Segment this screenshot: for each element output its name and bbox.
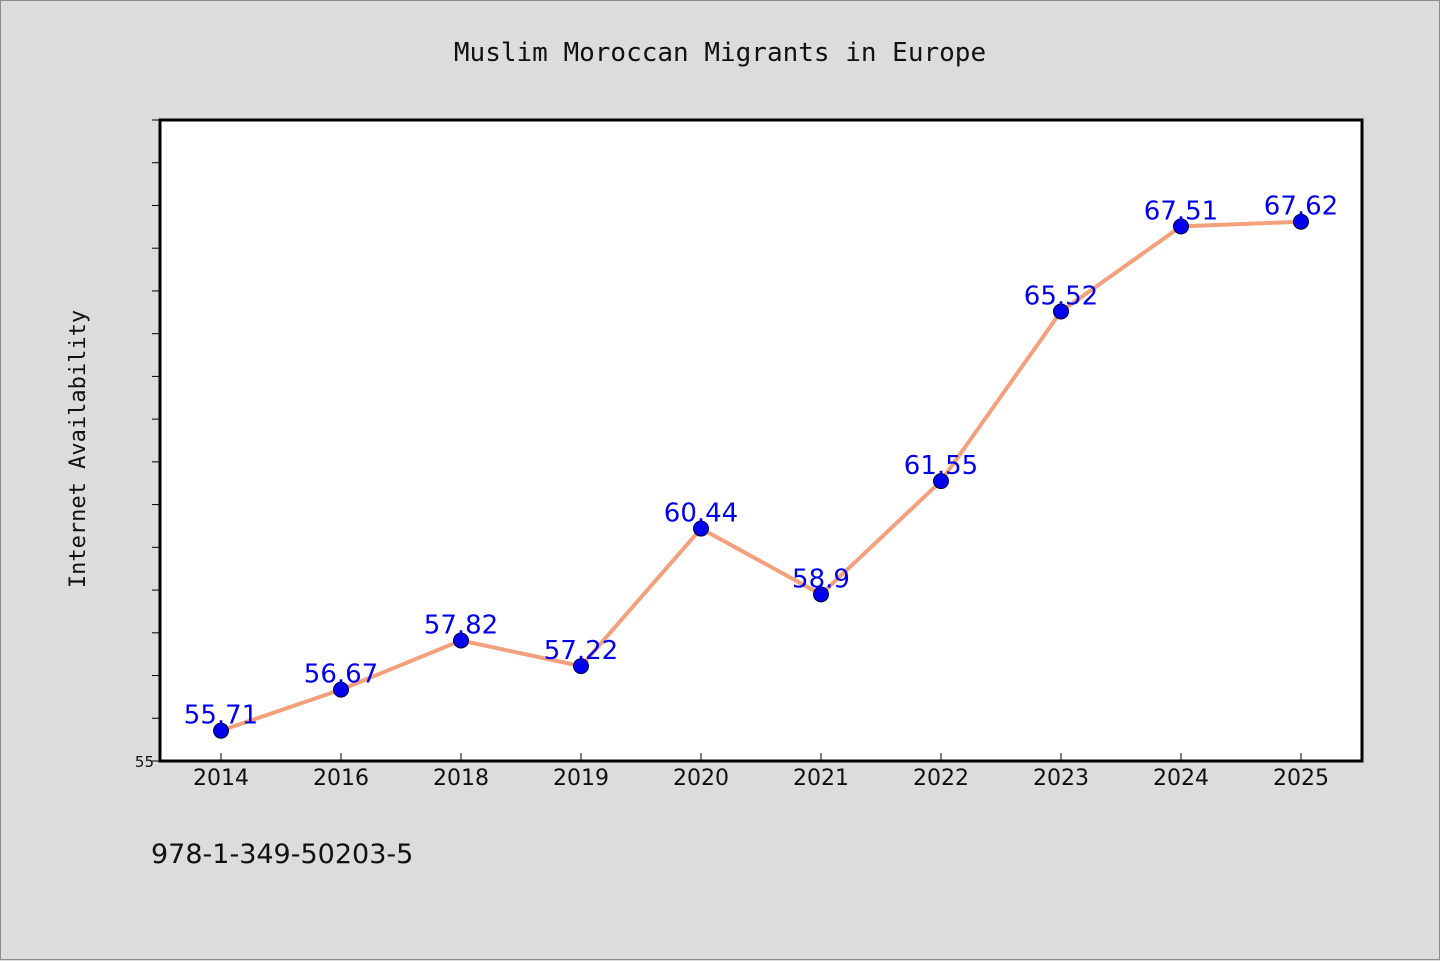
y-axis-label: Internet Availability xyxy=(66,310,91,588)
data-point xyxy=(453,632,469,649)
x-tick-label: 2025 xyxy=(1273,766,1329,791)
data-point xyxy=(573,658,589,675)
plot-area xyxy=(158,118,1364,763)
data-label: 57.22 xyxy=(544,636,618,666)
data-label: 56.67 xyxy=(304,660,378,690)
x-tick-label: 2021 xyxy=(793,766,849,791)
data-label: 60.44 xyxy=(664,499,738,529)
data-label: 67.62 xyxy=(1264,192,1338,222)
x-tick-label: 2014 xyxy=(193,766,249,791)
data-point xyxy=(693,520,709,537)
data-point xyxy=(213,722,229,739)
x-tick-label: 2019 xyxy=(553,766,609,791)
series-line xyxy=(219,219,1303,733)
chart-title: Muslim Moroccan Migrants in Europe xyxy=(454,38,986,68)
data-point xyxy=(813,586,829,603)
x-tick-label: 2018 xyxy=(433,766,489,791)
x-tick-label: 2016 xyxy=(313,766,369,791)
data-label: 55.71 xyxy=(184,701,258,731)
data-point xyxy=(333,681,349,698)
y-tick-label: 55 xyxy=(135,753,154,771)
data-label: 58.9 xyxy=(792,564,850,594)
data-point xyxy=(1053,303,1069,320)
data-label-layer: 55.71 56.67 57.82 57.22 60.44 58.9 61.55 65.52 6… xyxy=(184,192,1338,731)
data-point xyxy=(933,473,949,490)
x-tick-label: 2023 xyxy=(1033,766,1089,791)
x-tick-label: 2020 xyxy=(673,766,729,791)
series-layer xyxy=(213,213,1309,739)
x-tick-label: 2022 xyxy=(913,766,969,791)
footer-code: 978-1-349-50203-5 xyxy=(151,839,413,870)
y-axis-ticks: 55 xyxy=(135,119,160,771)
x-axis-ticks: 2014 2016 2018 2019 2020 2021 2022 2023 2024 2025 xyxy=(193,753,1329,791)
data-label: 67.51 xyxy=(1144,196,1218,226)
data-label: 65.52 xyxy=(1024,281,1098,311)
data-point xyxy=(1173,218,1189,235)
data-label: 57.82 xyxy=(424,610,498,640)
data-label: 61.55 xyxy=(904,451,978,481)
x-tick-label: 2024 xyxy=(1153,766,1209,791)
data-point xyxy=(1293,213,1309,230)
